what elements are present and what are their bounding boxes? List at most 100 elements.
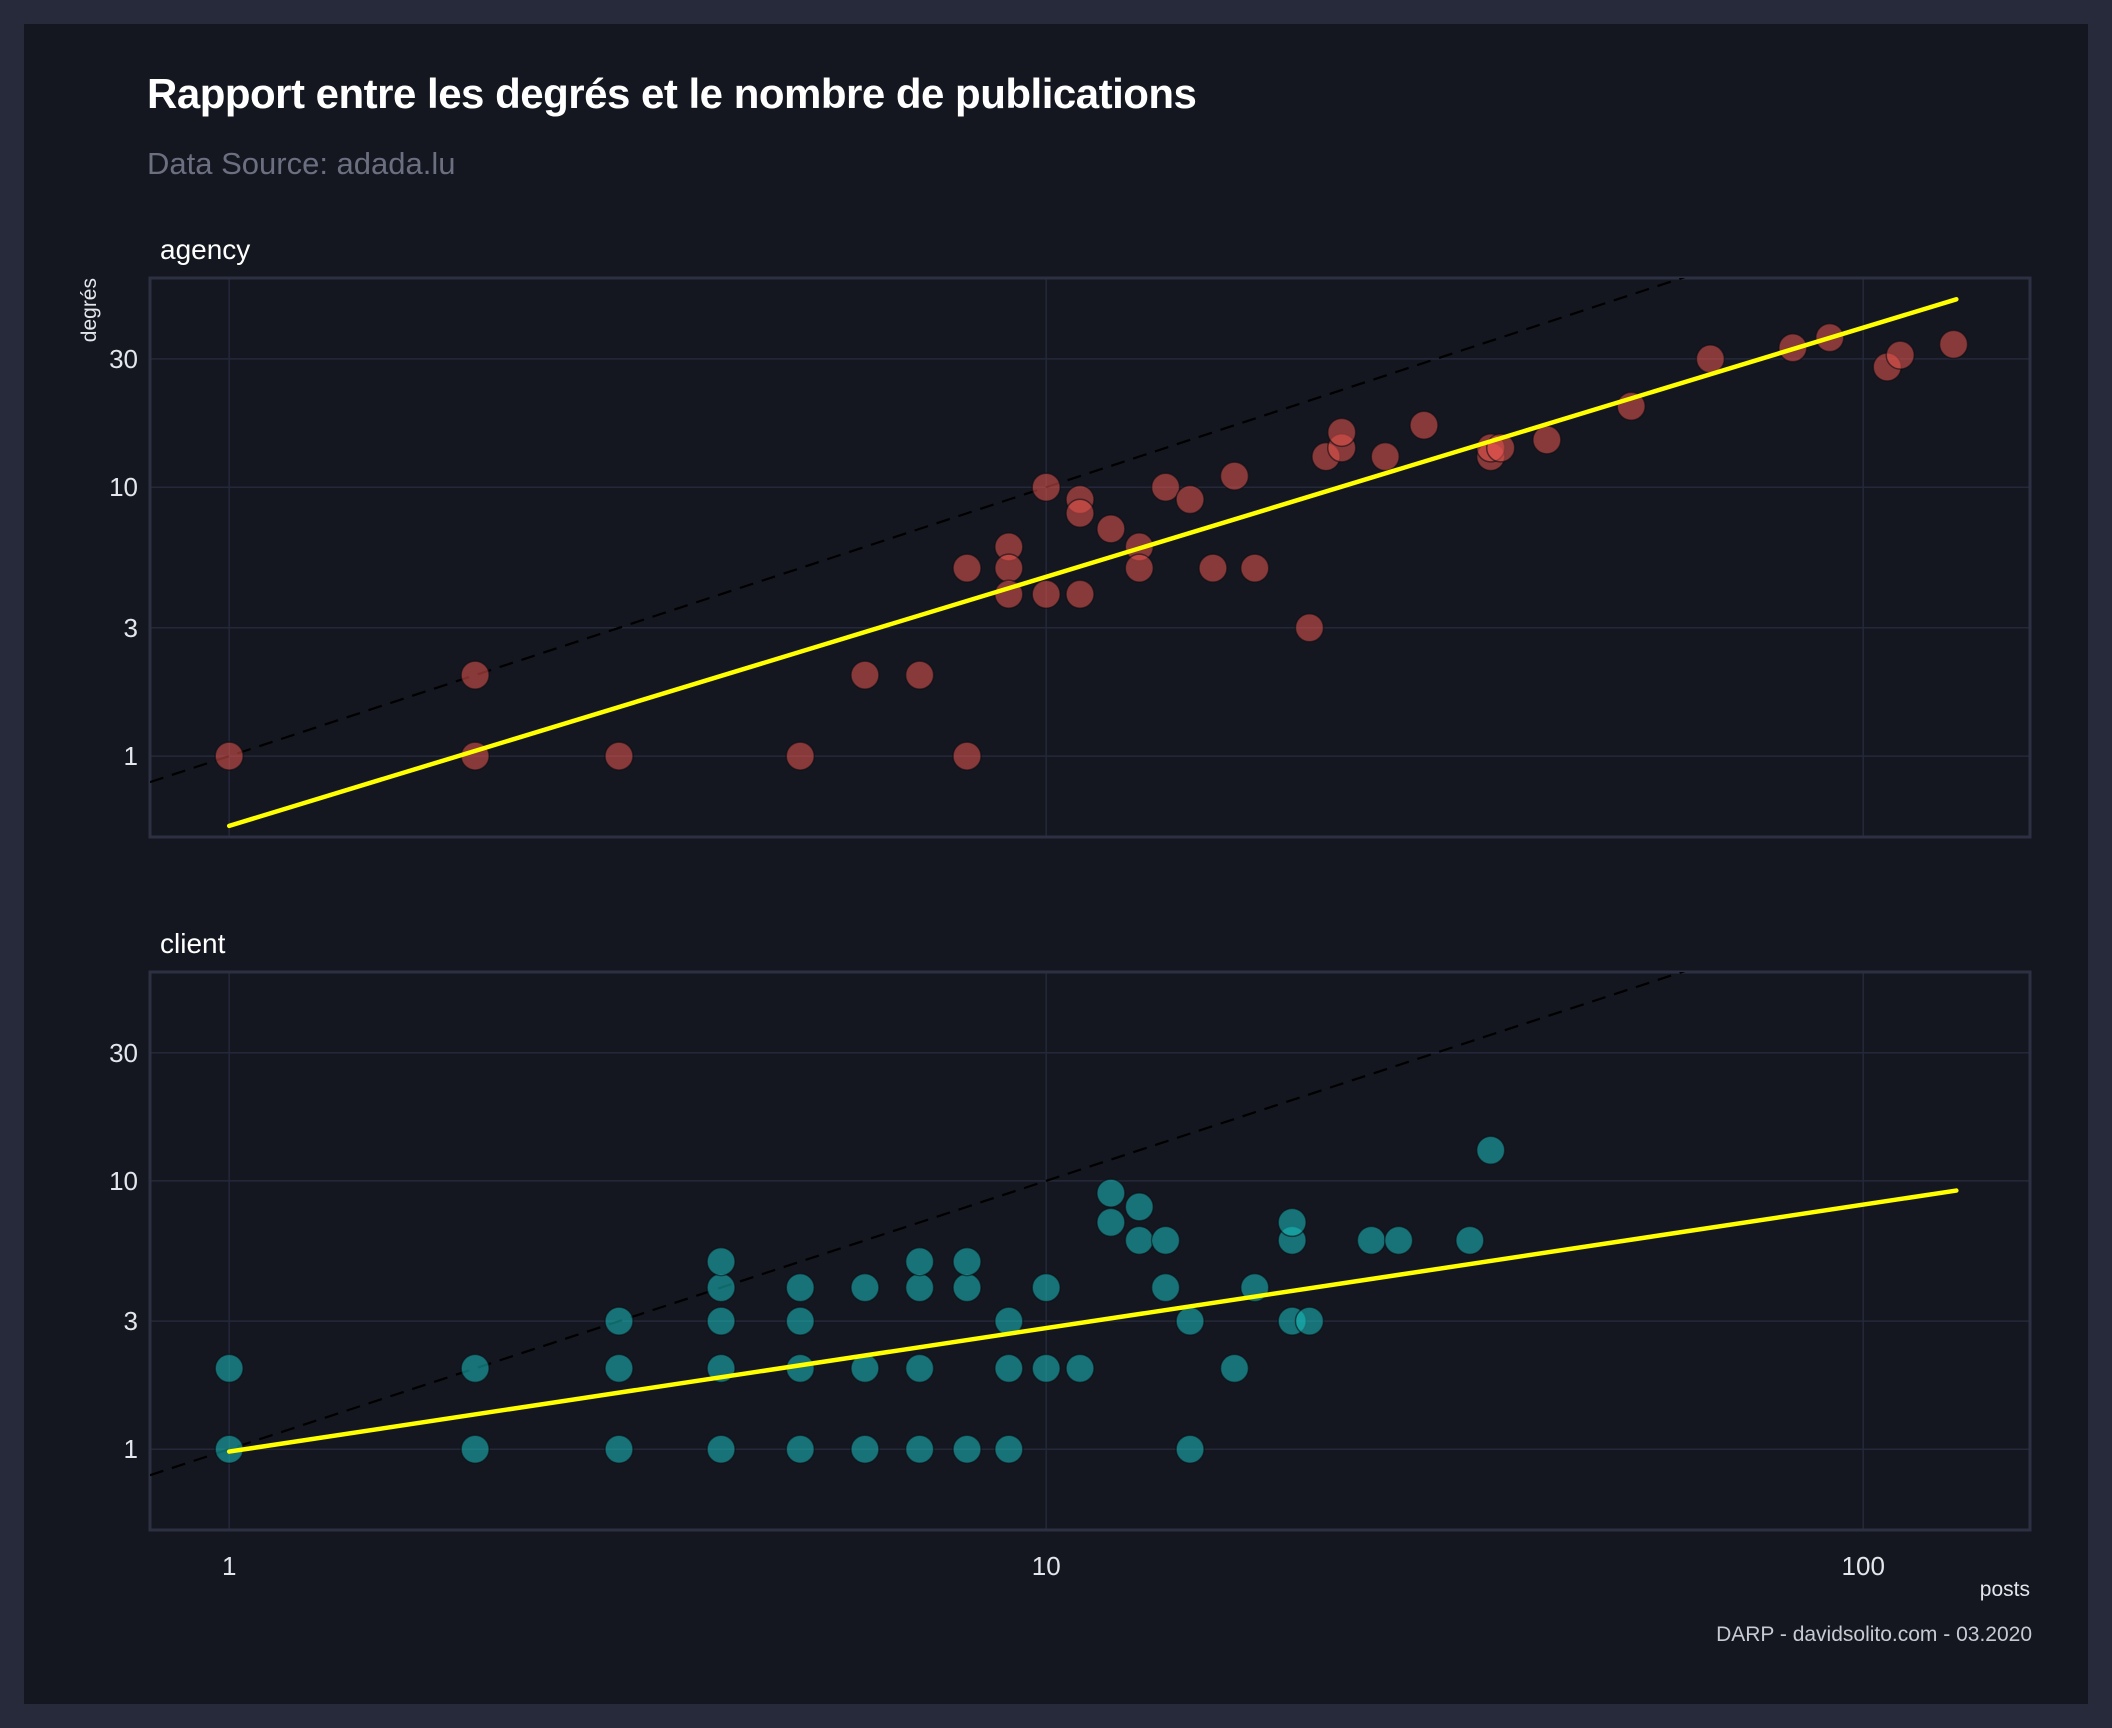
panel-label-agency: agency	[160, 234, 250, 265]
panel-plot-area	[150, 972, 1959, 1477]
data-point	[1885, 340, 1916, 370]
data-point	[460, 1434, 490, 1464]
data-point	[1370, 441, 1400, 472]
chart-frame	[24, 24, 2088, 1704]
x-tick-label: 10	[1032, 1551, 1061, 1581]
data-point	[1409, 410, 1439, 441]
data-point	[1124, 553, 1155, 583]
data-point	[1219, 461, 1250, 491]
data-point	[904, 1434, 935, 1464]
data-point	[1475, 1135, 1506, 1166]
data-point	[1031, 472, 1061, 502]
data-point	[1175, 484, 1205, 515]
data-point	[214, 1353, 244, 1384]
data-point	[1096, 1207, 1126, 1238]
data-point	[604, 1434, 634, 1464]
data-point	[214, 741, 244, 771]
data-point	[1124, 1192, 1155, 1222]
data-point	[1096, 514, 1126, 544]
data-point	[1532, 425, 1562, 455]
data-point	[1175, 1434, 1205, 1464]
data-point	[1150, 1272, 1181, 1303]
data-point	[1175, 1306, 1205, 1336]
x-tick-label: 1	[222, 1551, 236, 1581]
data-point	[1938, 329, 1969, 360]
panel-client: client 1 3 10 30	[109, 928, 2032, 1532]
data-point	[1356, 1225, 1387, 1256]
y-tick-label: 3	[124, 613, 138, 643]
data-point	[1150, 1225, 1181, 1256]
data-point	[785, 1434, 816, 1464]
data-point	[1065, 579, 1095, 609]
data-point	[1219, 1353, 1250, 1384]
y-axis-title: degrés	[78, 278, 101, 342]
data-point	[1240, 553, 1270, 583]
data-point	[952, 1272, 982, 1303]
data-point	[706, 1246, 736, 1277]
data-point	[952, 553, 982, 583]
chart-title: Rapport entre les degrés et le nombre de…	[147, 70, 1197, 117]
data-point	[952, 741, 982, 771]
data-point	[1031, 1353, 1061, 1384]
fit-line	[226, 297, 1959, 829]
data-point	[1383, 1225, 1414, 1256]
data-point	[904, 1246, 935, 1277]
data-point	[904, 1272, 935, 1303]
data-point	[1326, 417, 1357, 448]
data-point	[952, 1246, 982, 1277]
data-point	[994, 553, 1024, 583]
data-point	[1065, 498, 1095, 529]
data-point	[850, 1272, 880, 1303]
reference-line	[150, 972, 1686, 1477]
panel-border	[148, 276, 2032, 839]
data-point	[706, 1434, 736, 1464]
x-tick-label: 100	[1842, 1551, 1885, 1581]
data-point	[994, 1434, 1024, 1464]
panel-agency: agency 1 3 10 30	[109, 234, 2032, 839]
data-point	[1695, 344, 1726, 374]
data-point	[460, 660, 490, 690]
data-point	[785, 741, 816, 771]
data-point	[994, 1353, 1024, 1384]
y-tick-label: 1	[124, 741, 138, 771]
data-point	[604, 741, 634, 771]
data-point	[460, 1353, 490, 1384]
data-point	[1096, 1178, 1126, 1208]
data-point	[1031, 1272, 1061, 1303]
data-point	[604, 1353, 634, 1384]
y-tick-label: 30	[109, 344, 138, 374]
data-point	[1455, 1225, 1485, 1256]
data-point	[706, 1306, 736, 1336]
data-point	[1124, 1225, 1155, 1256]
reference-line	[150, 278, 1686, 784]
y-tick-label: 10	[109, 1166, 138, 1196]
data-point	[1294, 613, 1325, 643]
data-point	[952, 1434, 982, 1464]
y-tick-label: 30	[109, 1038, 138, 1068]
data-point	[850, 1434, 880, 1464]
data-point	[904, 660, 935, 690]
data-point	[604, 1306, 634, 1336]
data-point	[1294, 1306, 1325, 1336]
data-point	[904, 1353, 935, 1384]
y-tick-label: 3	[124, 1306, 138, 1336]
panel-label-client: client	[160, 928, 226, 959]
data-point	[785, 1272, 816, 1303]
y-tick-label: 10	[109, 472, 138, 502]
data-point	[1065, 1353, 1095, 1384]
chart-subtitle: Data Source: adada.lu	[147, 146, 456, 181]
y-tick-label: 1	[124, 1434, 138, 1464]
panel-plot-area	[150, 278, 1969, 829]
data-point	[1031, 579, 1061, 609]
chart-caption: DARP - davidsolito.com - 03.2020	[1716, 1623, 2032, 1646]
data-point	[850, 660, 880, 690]
data-point	[1198, 553, 1228, 583]
fit-line	[226, 1188, 1959, 1454]
data-point	[706, 1272, 736, 1303]
x-axis-title: posts	[1980, 1578, 2030, 1601]
panel-border	[148, 970, 2032, 1532]
data-point	[785, 1306, 816, 1336]
data-point	[1150, 472, 1181, 502]
data-point	[1277, 1207, 1307, 1238]
